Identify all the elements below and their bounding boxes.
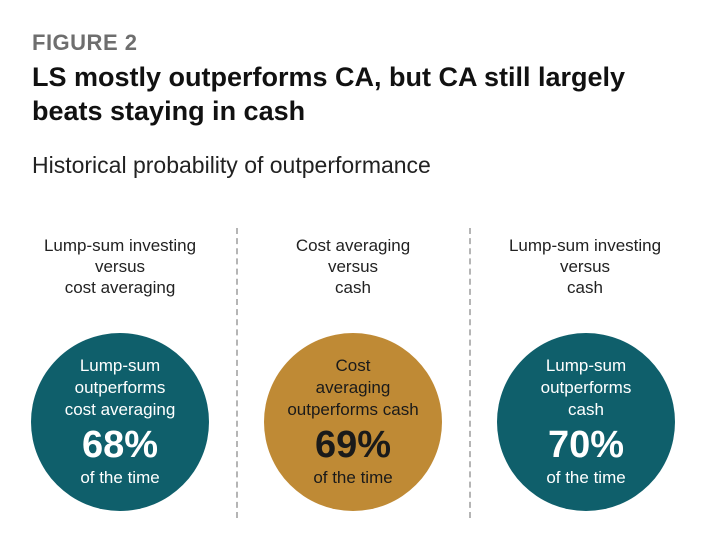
circle-caption-line: Cost [335, 356, 371, 375]
percent-value: 70% [547, 424, 625, 466]
chart-subtitle: Historical probability of outperformance [32, 152, 431, 178]
comparison-column-1: Lump-sum investing versus cost averaging [20, 235, 220, 301]
column-label-line: Lump-sum investing [43, 236, 197, 255]
circle-caption-line: outperforms cash [287, 400, 419, 419]
circle-footer: of the time [80, 468, 160, 487]
column-label-line: cash [567, 278, 603, 297]
column-label: Lump-sum investing versus cash [485, 235, 685, 301]
column-label-line: versus [94, 257, 146, 276]
column-label-line: versus [559, 257, 611, 276]
dashed-divider-2 [469, 228, 471, 518]
probability-circle-1: Lump-sum outperforms cost averaging 68% … [31, 333, 209, 511]
circle-caption-line: cost averaging [64, 400, 176, 419]
circle-footer: of the time [546, 468, 626, 487]
circle-footer: of the time [313, 468, 393, 487]
column-label-line: cost averaging [64, 278, 176, 297]
circle-caption-line: averaging [315, 378, 391, 397]
percent-value: 69% [314, 424, 392, 466]
column-label-line: cash [335, 278, 371, 297]
circle-caption-line: Lump-sum [545, 356, 627, 375]
circle-caption-line: cash [568, 400, 604, 419]
column-label-line: Lump-sum investing [508, 236, 662, 255]
probability-circle-3: Lump-sum outperforms cash 70% of the tim… [497, 333, 675, 511]
column-label: Lump-sum investing versus cost averaging [20, 235, 220, 301]
circle-caption: Lump-sum outperforms cash [541, 355, 632, 421]
comparison-column-3: Lump-sum investing versus cash [485, 235, 685, 301]
comparison-column-2: Cost averaging versus cash [253, 235, 453, 301]
percent-value: 68% [81, 424, 159, 466]
circle-caption: Lump-sum outperforms cost averaging [65, 355, 176, 421]
circle-caption-line: outperforms [74, 378, 166, 397]
probability-circle-2: Cost averaging outperforms cash 69% of t… [264, 333, 442, 511]
circle-caption-line: Lump-sum [79, 356, 161, 375]
column-label-line: Cost averaging [295, 236, 411, 255]
column-label: Cost averaging versus cash [253, 235, 453, 301]
circle-caption-line: outperforms [540, 378, 632, 397]
chart-title: LS mostly outperforms CA, but CA still l… [32, 62, 626, 126]
column-label-line: versus [327, 257, 379, 276]
figure-label: FIGURE 2 [32, 30, 138, 55]
circle-caption: Cost averaging outperforms cash [287, 355, 418, 421]
dashed-divider-1 [236, 228, 238, 518]
